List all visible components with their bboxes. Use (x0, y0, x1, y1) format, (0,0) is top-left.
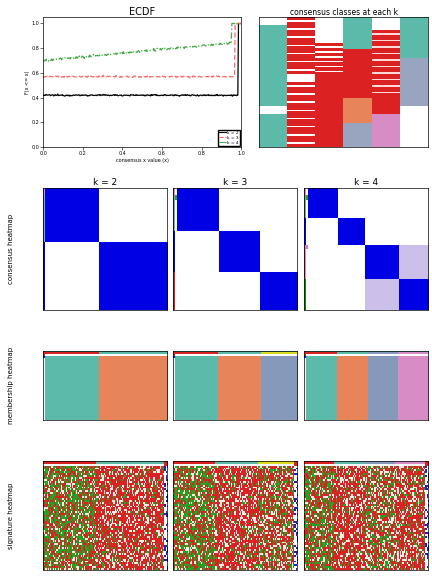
Legend: k = 2, k = 3, k = 4: k = 2, k = 3, k = 4 (217, 130, 240, 146)
Text: consensus heatmap: consensus heatmap (7, 214, 13, 284)
Title: ECDF: ECDF (129, 6, 155, 17)
X-axis label: consensus x value (x): consensus x value (x) (116, 158, 168, 163)
Title: k = 2: k = 2 (93, 179, 117, 187)
Title: k = 3: k = 3 (223, 179, 248, 187)
Title: consensus classes at each k: consensus classes at each k (289, 7, 397, 17)
Title: k = 4: k = 4 (354, 179, 378, 187)
Text: signature heatmap: signature heatmap (7, 482, 13, 548)
Y-axis label: F(x <= x): F(x <= x) (25, 70, 30, 94)
Text: membership heatmap: membership heatmap (7, 347, 13, 424)
